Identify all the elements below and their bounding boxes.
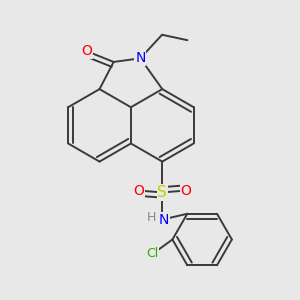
Text: N: N <box>159 213 169 226</box>
Text: O: O <box>180 184 191 198</box>
Text: H: H <box>147 211 156 224</box>
Text: S: S <box>158 185 167 200</box>
Text: Cl: Cl <box>146 248 159 260</box>
Text: O: O <box>81 44 92 58</box>
Text: O: O <box>133 184 144 198</box>
Text: N: N <box>135 51 146 65</box>
